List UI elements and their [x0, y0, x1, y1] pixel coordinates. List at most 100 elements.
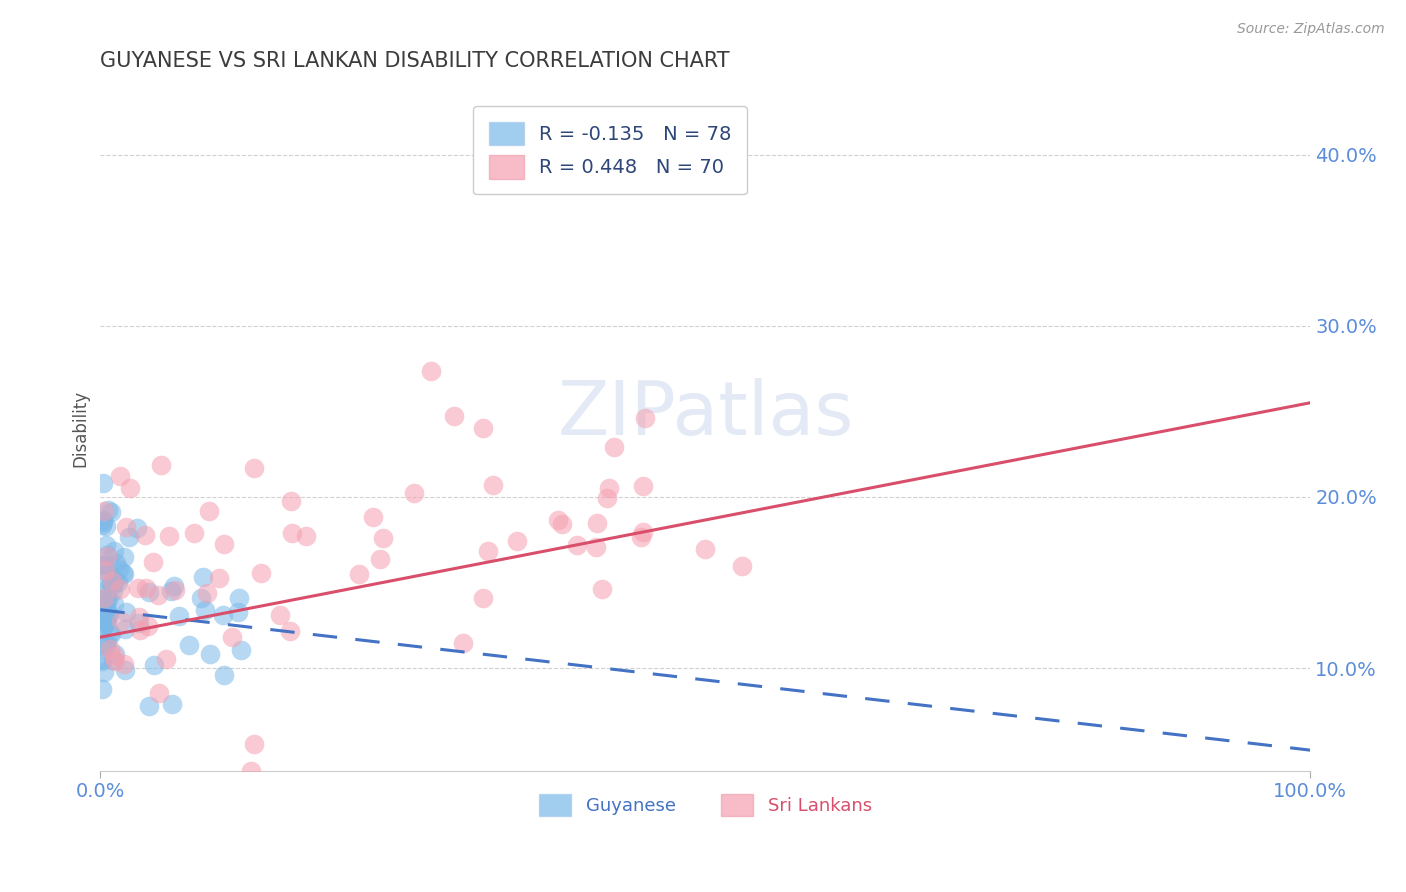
Point [197, 504, 219, 518]
Point [90, 517, 112, 532]
Point [91, 476, 114, 491]
Point [551, 517, 574, 532]
Point [103, 574, 125, 588]
Point [128, 623, 150, 637]
Point [103, 544, 125, 558]
Point [477, 544, 499, 558]
Point [93, 558, 115, 573]
Point [240, 764, 263, 778]
Point [103, 597, 125, 611]
Point [94, 615, 117, 629]
Point [163, 583, 186, 598]
Point [93, 665, 115, 679]
Point [226, 605, 249, 619]
Point [96, 603, 118, 617]
Point [96, 595, 118, 609]
Point [585, 540, 607, 554]
Point [472, 591, 495, 606]
Text: ZIPatlas: ZIPatlas [557, 378, 853, 451]
Point [190, 591, 212, 605]
Point [90, 652, 112, 666]
Point [96, 592, 118, 607]
Point [90, 681, 112, 696]
Point [103, 649, 125, 664]
Point [159, 584, 181, 599]
Point [243, 737, 266, 751]
Point [104, 654, 127, 668]
Point [585, 516, 607, 530]
Point [229, 642, 252, 657]
Point [110, 614, 132, 628]
Point [602, 440, 624, 454]
Point [157, 528, 180, 542]
Point [482, 478, 505, 492]
Point [91, 654, 114, 668]
Point [94, 591, 117, 605]
Point [100, 574, 122, 588]
Point [97, 607, 120, 621]
Point [118, 530, 141, 544]
Point [94, 614, 117, 628]
Point [453, 636, 475, 650]
Point [163, 579, 186, 593]
Point [96, 615, 118, 630]
Point [361, 509, 384, 524]
Point [94, 563, 117, 577]
Point [98, 642, 121, 657]
Point [103, 583, 125, 598]
Point [143, 657, 166, 672]
Point [243, 460, 266, 475]
Point [114, 663, 136, 677]
Point [443, 409, 465, 424]
Point [98, 607, 121, 622]
Point [114, 520, 136, 534]
Point [115, 606, 138, 620]
Point [112, 566, 135, 581]
Point [94, 601, 117, 615]
Point [110, 582, 132, 597]
Point [94, 612, 117, 626]
Point [100, 575, 122, 590]
Point [598, 481, 620, 495]
Point [148, 686, 170, 700]
Point [135, 582, 157, 596]
Text: GUYANESE VS SRI LANKAN DISABILITY CORRELATION CHART: GUYANESE VS SRI LANKAN DISABILITY CORREL… [100, 51, 730, 70]
Point [278, 624, 301, 639]
Point [281, 525, 304, 540]
Point [96, 639, 118, 653]
Point [631, 524, 654, 539]
Point [150, 458, 173, 472]
Point [194, 603, 217, 617]
Point [169, 608, 191, 623]
Point [695, 541, 717, 556]
Point [596, 491, 619, 506]
Point [155, 652, 177, 666]
Point [91, 513, 114, 527]
Point [177, 638, 200, 652]
Point [402, 485, 425, 500]
Point [100, 627, 122, 641]
Point [94, 607, 117, 621]
Point [94, 538, 117, 552]
Point [134, 528, 156, 542]
Point [269, 608, 291, 623]
Point [472, 421, 495, 435]
Point [228, 591, 250, 605]
Y-axis label: Disability: Disability [72, 390, 89, 467]
Point [100, 505, 122, 519]
Point [373, 531, 395, 545]
Point [505, 533, 527, 548]
Point [118, 481, 141, 495]
Point [195, 585, 218, 599]
Point [97, 567, 120, 582]
Point [90, 557, 112, 571]
Point [212, 608, 235, 623]
Point [730, 558, 752, 573]
Point [221, 630, 243, 644]
Point [198, 647, 221, 661]
Point [128, 610, 150, 624]
Point [98, 625, 121, 640]
Point [96, 635, 118, 649]
Point [280, 494, 302, 508]
Point [160, 697, 183, 711]
